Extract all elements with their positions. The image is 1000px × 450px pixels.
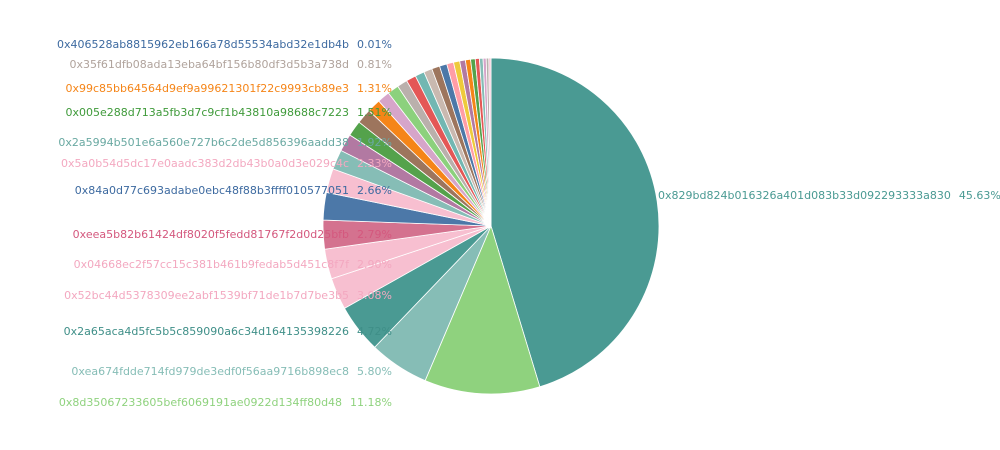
slice-label: 0x2a65aca4d5fc5b5c859090a6c34d1641353982… [64,325,392,338]
slice-label: 0xea674fdde714fd979de3edf0f56aa9716b898e… [71,365,392,378]
slice-label-name: 0x84a0d77c693adabe0ebc48f88b3ffff0105770… [75,184,349,197]
slice-label-percent: 0.01% [357,38,392,51]
slice-label-percent: 45.63% [959,189,1000,202]
slice-label-name: 0x99c85bb64564d9ef9a99621301f22c9993cb89… [65,82,349,95]
pie-slice[interactable] [424,224,541,395]
pie-slices [322,57,660,395]
slice-label: 0x84a0d77c693adabe0ebc48f88b3ffff0105770… [75,184,392,197]
slice-label: 0xeea5b82b61424df8020f5fedd81767f2d0d25b… [73,228,392,241]
slice-label-percent: 0.81% [357,58,392,71]
slice-label: 0x04668ec2f57cc15c381b461b9fedab5d451c8f… [74,258,392,271]
slice-label-name: 0x35f61dfb08ada13eba64bf156b80df3d5b3a73… [70,58,350,71]
slice-label: 0x99c85bb64564d9ef9a99621301f22c9993cb89… [65,82,392,95]
slice-label-percent: 2.79% [357,228,392,241]
slice-label-percent: 2.90% [357,258,392,271]
slice-labels: 0x829bd824b016326a401d083b33d092293333a8… [57,38,1000,409]
pie-slice[interactable] [490,57,660,388]
slice-label: 0x829bd824b016326a401d083b33d092293333a8… [658,189,1000,202]
slice-label-percent: 11.18% [350,396,392,409]
slice-label-percent: 1.31% [357,82,392,95]
slice-label-percent: 5.80% [357,365,392,378]
slice-label-name: 0x04668ec2f57cc15c381b461b9fedab5d451c8f… [74,258,351,271]
slice-label-percent: 2.66% [357,184,392,197]
slice-label-name: 0x52bc44d5378309ee2abf1539bf71de1b7d7be3… [64,289,349,302]
slice-label-name: 0x406528ab8815962eb166a78d55534abd32e1db… [57,38,349,51]
slice-label-name: 0x8d35067233605bef6069191ae0922d134ff80d… [59,396,342,409]
slice-label-percent: 2.33% [357,157,392,170]
slice-label-percent: 1.51% [357,106,392,119]
slice-label-percent: 3.08% [357,289,392,302]
slice-label: 0x35f61dfb08ada13eba64bf156b80df3d5b3a73… [70,58,392,71]
slice-label-name: 0x829bd824b016326a401d083b33d092293333a8… [658,189,951,202]
slice-label-name: 0x5a0b54d5dc17e0aadc383d2db43b0a0d3e029c… [61,157,349,170]
slice-label-name: 0x2a5994b501e6a560e727b6c2de5d856396aadd… [58,136,349,149]
slice-label: 0x52bc44d5378309ee2abf1539bf71de1b7d7be3… [64,289,392,302]
slice-label: 0x5a0b54d5dc17e0aadc383d2db43b0a0d3e029c… [61,157,392,170]
slice-label: 0x005e288d713a5fb3d7c9cf1b43810a98688c72… [66,106,393,119]
slice-label-name: 0xea674fdde714fd979de3edf0f56aa9716b898e… [71,365,349,378]
slice-label-percent: 4.72% [357,325,392,338]
slice-label: 0x2a5994b501e6a560e727b6c2de5d856396aadd… [58,136,392,149]
slice-label: 0x406528ab8815962eb166a78d55534abd32e1db… [57,38,392,51]
slice-label: 0x8d35067233605bef6069191ae0922d134ff80d… [59,396,392,409]
slice-label-name: 0x2a65aca4d5fc5b5c859090a6c34d1641353982… [64,325,349,338]
slice-label-name: 0xeea5b82b61424df8020f5fedd81767f2d0d25b… [73,228,349,241]
slice-label-name: 0x005e288d713a5fb3d7c9cf1b43810a98688c72… [66,106,350,119]
slice-label-percent: 1.92% [357,136,392,149]
